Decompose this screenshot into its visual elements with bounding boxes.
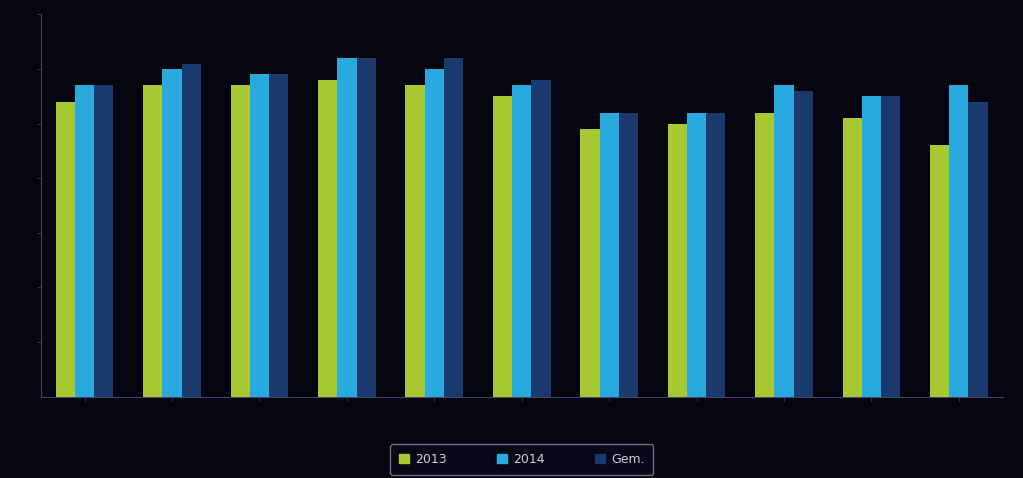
Bar (668, 124, 687, 397)
Bar (318, 80, 338, 397)
Bar (774, 86, 794, 397)
Bar (493, 96, 513, 397)
Bar (56, 102, 75, 397)
Bar (949, 86, 969, 397)
Bar (531, 80, 550, 397)
Bar (755, 113, 774, 397)
Bar (250, 75, 269, 397)
Bar (444, 58, 463, 397)
Bar (163, 69, 182, 397)
Bar (619, 113, 638, 397)
Bar (930, 145, 949, 397)
Bar (861, 96, 881, 397)
Bar (794, 91, 813, 397)
Bar (425, 69, 444, 397)
Bar (338, 58, 356, 397)
Bar (513, 86, 531, 397)
Bar (599, 113, 619, 397)
Bar (230, 86, 250, 397)
Bar (356, 58, 375, 397)
Bar (706, 113, 725, 397)
Bar (405, 86, 425, 397)
Bar (580, 129, 599, 397)
Bar (94, 86, 114, 397)
Bar (969, 102, 987, 397)
Bar (881, 96, 900, 397)
Bar (687, 113, 706, 397)
Bar (182, 64, 201, 397)
Bar (143, 86, 163, 397)
Legend: 2013, 2014, Gem.: 2013, 2014, Gem. (390, 444, 654, 475)
Bar (75, 86, 94, 397)
Bar (269, 75, 288, 397)
Bar (843, 118, 861, 397)
